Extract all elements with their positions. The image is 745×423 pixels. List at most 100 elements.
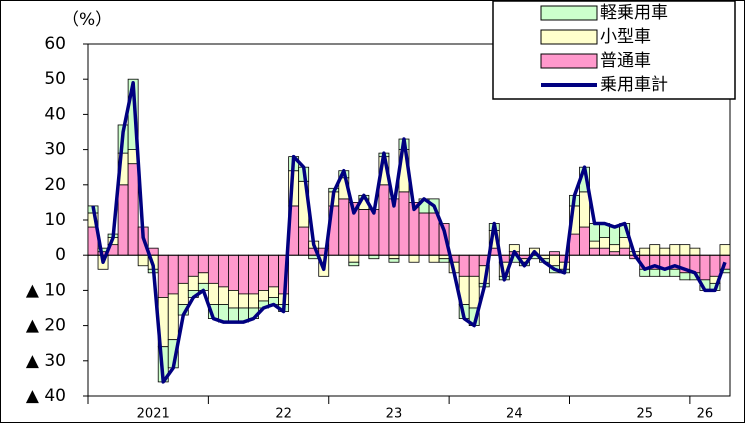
bar-segment <box>589 223 600 242</box>
bar-segment <box>368 209 380 256</box>
y-tick-label: 40 <box>44 104 66 124</box>
legend-label: 乗用車計 <box>600 75 668 95</box>
bar-segment <box>228 289 239 309</box>
bar-segment <box>669 244 681 256</box>
bar-segment <box>679 272 691 281</box>
bar-segment <box>679 244 691 256</box>
bar-segment <box>458 254 470 277</box>
bar-segment <box>609 251 621 256</box>
bar-segment <box>157 254 169 298</box>
bar-segment <box>248 254 259 295</box>
bar-segment <box>699 254 711 281</box>
bar-segment <box>268 254 279 288</box>
bar-segment <box>258 289 269 302</box>
x-tick-label: 26 <box>697 407 714 422</box>
bar-segment <box>659 247 671 256</box>
y-tick-label: 60 <box>44 34 66 54</box>
x-tick-label: 2021 <box>137 407 170 422</box>
bar-segment <box>187 275 199 291</box>
y-tick-label: ▲ 20 <box>26 316 66 336</box>
bar-segment <box>238 293 249 309</box>
bar-segment <box>619 247 631 256</box>
bar-segment <box>388 258 400 263</box>
y-tick-label: 50 <box>44 69 66 89</box>
bar-segment <box>127 163 139 256</box>
x-tick-label: 22 <box>275 407 292 422</box>
bar-segment <box>177 254 189 284</box>
bar-segment <box>348 254 360 263</box>
bar-segment <box>167 254 179 295</box>
y-tick-label: 30 <box>44 140 66 160</box>
bar-segment <box>218 286 229 305</box>
bar-segment <box>579 191 590 228</box>
bar-segment <box>248 293 259 309</box>
bar-segment <box>197 254 209 274</box>
bar-segment <box>438 258 450 263</box>
bar-segment <box>378 184 390 256</box>
bar-segment <box>589 240 600 249</box>
bar-segment <box>228 254 239 291</box>
bar-segment <box>358 209 370 256</box>
bar-segment <box>177 282 189 305</box>
bar-segment <box>709 254 721 277</box>
bar-segment <box>388 254 400 260</box>
bar-segment <box>428 212 440 256</box>
legend-label: 小型車 <box>600 27 651 47</box>
bar-segment <box>639 247 651 256</box>
bar-segment <box>348 261 360 267</box>
bar-segment <box>428 254 440 263</box>
bar-segment <box>298 226 310 256</box>
bar-segment <box>609 244 621 253</box>
legend-box <box>492 0 736 100</box>
bar-segment <box>468 254 480 277</box>
bar-segment <box>187 254 199 277</box>
bar-segment <box>609 226 621 246</box>
bar-segment <box>207 282 219 305</box>
bar-segment <box>418 212 430 256</box>
bar-segment <box>258 254 269 291</box>
x-tick-label: 23 <box>386 407 403 422</box>
y-tick-label: ▲ 30 <box>26 351 66 371</box>
x-tick-label: 25 <box>636 407 653 422</box>
legend-swatch <box>540 5 598 21</box>
y-tick-label: 10 <box>44 210 66 230</box>
bar-segment <box>579 226 590 256</box>
bar-segment <box>117 184 129 256</box>
bar-segment <box>137 254 149 267</box>
bar-segment <box>599 237 611 249</box>
bar-segment <box>468 275 480 309</box>
line <box>91 80 727 384</box>
bar-segment <box>218 254 229 288</box>
bar-segment <box>649 244 661 256</box>
x-tick-label: 24 <box>506 407 523 422</box>
bar-segment <box>238 254 249 295</box>
bar-segment <box>338 198 350 256</box>
bar-segment <box>599 247 611 256</box>
y-tick-label: 20 <box>44 175 66 195</box>
y-tick-label: 0 <box>55 245 66 265</box>
bar-segment <box>649 268 661 277</box>
bar-segment <box>438 254 450 260</box>
legend-label: 軽乗用車 <box>600 3 668 23</box>
bar-segment <box>569 233 580 256</box>
bar-segment <box>719 268 731 274</box>
y-tick-label: ▲ 10 <box>26 280 66 300</box>
y-unit-label: （%） <box>62 10 112 30</box>
bar-segment <box>398 191 410 256</box>
bar-segment <box>408 254 420 263</box>
legend-swatch <box>540 29 598 45</box>
bar-segment <box>228 307 239 323</box>
bar-segment <box>197 272 209 284</box>
y-tick-label: ▲ 40 <box>26 386 66 406</box>
bar-segment <box>368 254 380 260</box>
legend-label: 普通車 <box>600 51 651 71</box>
legend-swatch <box>540 53 598 69</box>
bar-segment <box>669 268 681 277</box>
bar-segment <box>719 244 731 256</box>
bar-segment <box>167 293 179 341</box>
bar-segment <box>207 254 219 284</box>
bar-segment <box>689 247 701 256</box>
